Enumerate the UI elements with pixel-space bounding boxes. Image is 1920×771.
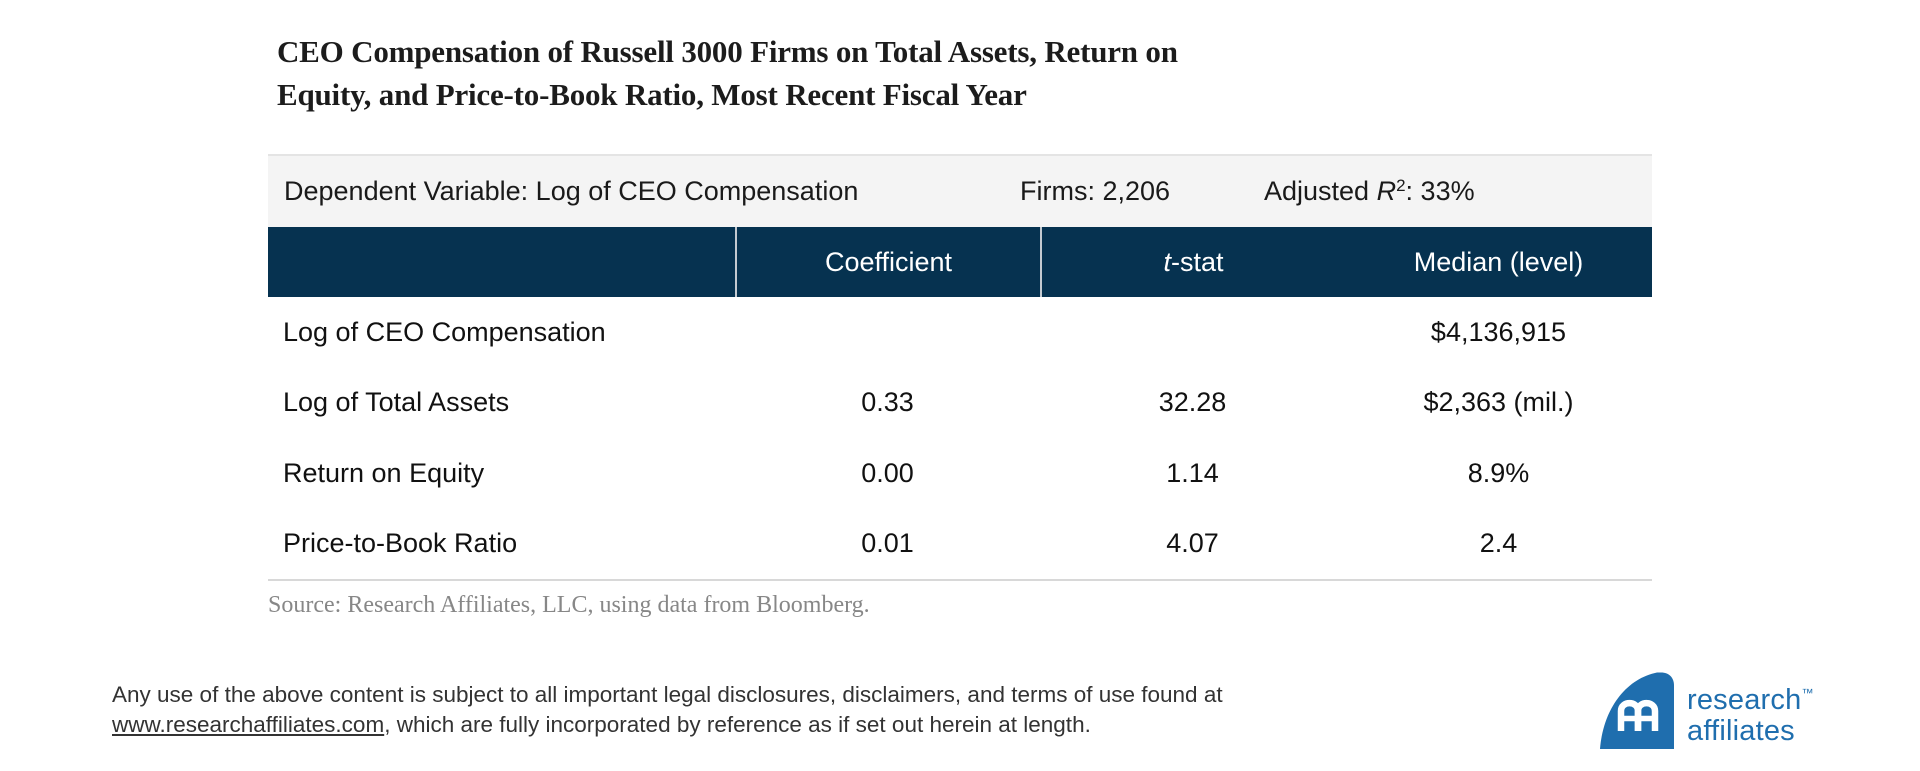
row-coefficient [735,297,1040,368]
disclaimer-line1: Any use of the above content is subject … [112,682,1223,707]
header-empty-cell [268,227,735,297]
row-median: 8.9% [1467,457,1530,488]
logo-word-affiliates: affiliates [1687,715,1795,747]
row-tstat: 4.07 [1166,528,1219,559]
disclaimer-line2: , which are fully incorporated by refere… [384,712,1091,737]
source-note: Source: Research Affiliates, LLC, using … [268,592,870,618]
figure-title-line2: Equity, and Price-to-Book Ratio, Most Re… [277,77,1027,112]
table-meta-row: Dependent Variable: Log of CEO Compensat… [268,154,1652,227]
row-tstat: 1.14 [1166,457,1219,488]
row-median: $4,136,915 [1430,316,1567,347]
header-coefficient: Coefficient [735,227,1040,297]
dependent-variable-label: Dependent Variable: Log of CEO Compensat… [284,176,859,206]
trademark-symbol: ™ [1801,686,1814,700]
adjusted-r2-superscript: 2 [1396,176,1406,195]
figure-title-line1: CEO Compensation of Russell 3000 Firms o… [277,34,1178,69]
figure-title: CEO Compensation of Russell 3000 Firms o… [277,30,1547,116]
firms-count-label: Firms: 2,206 [1020,176,1171,206]
table-row: Log of Total Assets 0.33 32.28 $2,363 (m… [268,367,1652,438]
row-label: Return on Equity [283,457,485,488]
row-label: Log of CEO Compensation [283,316,606,347]
row-label: Log of Total Assets [283,387,510,418]
row-coefficient: 0.01 [861,528,914,559]
legal-disclaimer: Any use of the above content is subject … [112,680,1223,740]
table-row: Log of CEO Compensation $4,136,915 [268,297,1652,368]
row-median: $2,363 (mil.) [1423,387,1574,418]
table-bottom-rule [268,579,1652,581]
adjusted-r2-value: : 33% [1405,176,1475,206]
logo-word-research: research [1687,684,1802,716]
research-affiliates-logo: research™ affiliates [1600,672,1813,749]
regression-table: Dependent Variable: Log of CEO Compensat… [268,154,1652,581]
table-row: Price-to-Book Ratio 0.01 4.07 2.4 [268,508,1652,579]
adjusted-r2-prefix: Adjusted [1264,176,1377,206]
row-tstat: 32.28 [1158,387,1227,418]
research-affiliates-logo-icon [1600,672,1674,749]
researchaffiliates-link[interactable]: www.researchaffiliates.com [112,712,385,737]
table-row: Return on Equity 0.00 1.14 8.9% [268,438,1652,509]
row-median: 2.4 [1479,528,1518,559]
header-median: Median (level) [1413,246,1584,277]
logo-wordmark: research™ affiliates [1687,678,1813,747]
row-coefficient: 0.33 [861,387,914,418]
adjusted-r2-label: Adjusted R2: 33% [1264,156,1475,227]
row-label: Price-to-Book Ratio [283,528,518,559]
adjusted-r2-symbol: R [1376,176,1397,206]
row-coefficient: 0.00 [861,457,914,488]
row-tstat [1040,297,1345,368]
header-tstat: t -stat [1040,227,1345,297]
table-header-row: Coefficient t -stat Median (level) [268,227,1652,297]
